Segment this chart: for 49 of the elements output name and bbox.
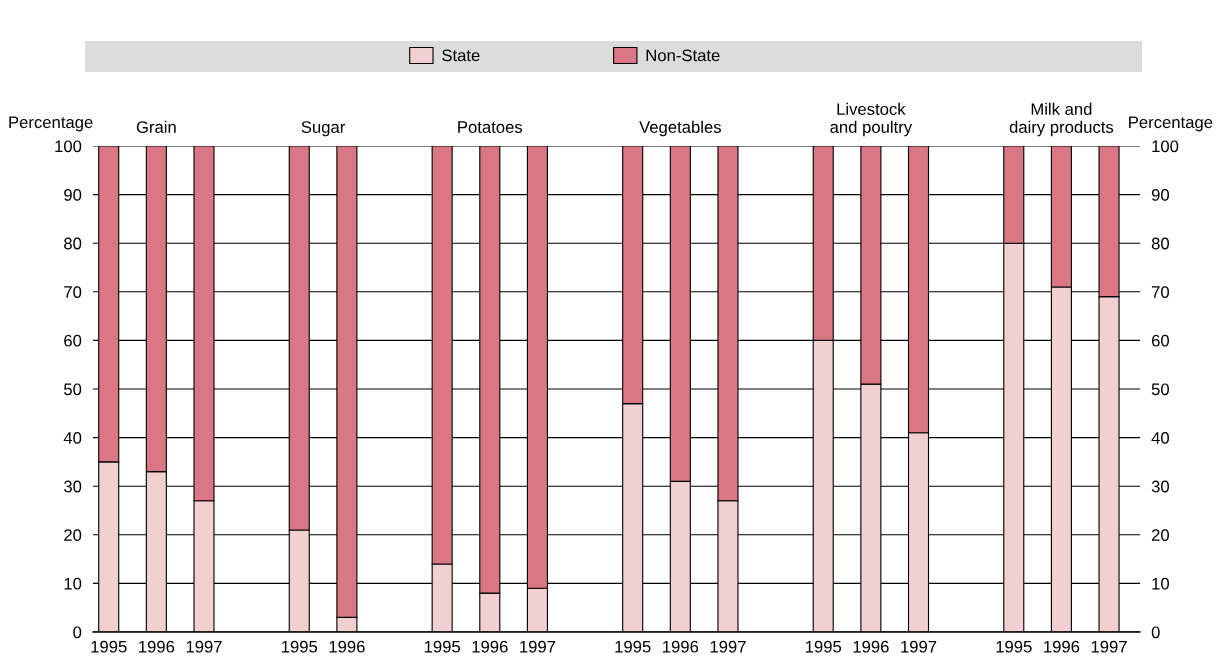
x-tick-label: 1997	[1091, 640, 1127, 653]
text: Livestock and poultry	[830, 102, 913, 137]
x-tick-label: 1995	[615, 640, 651, 653]
y-tick-label: 10	[64, 577, 82, 590]
x-tick-label: 1996	[139, 640, 175, 653]
y2-tick-label: 10	[1152, 577, 1169, 590]
y2-tick-label: 70	[1151, 286, 1169, 298]
y-tick-label: 0	[73, 626, 82, 639]
y-tick-label: 20	[64, 529, 82, 541]
text: Potatoes	[458, 121, 523, 133]
legend-label: State	[442, 49, 480, 62]
y2-tick-label: 30	[1151, 480, 1169, 493]
y-tick-label: 50	[64, 383, 82, 396]
y-tick-label: 30	[63, 480, 82, 493]
x-tick-label: 1997	[186, 640, 222, 653]
x-tick-label: 1996	[329, 640, 365, 653]
y-axis-title: Percentage	[9, 116, 93, 132]
y2-tick-label: 40	[1151, 432, 1169, 444]
text: Milk and dairy products	[1009, 102, 1114, 137]
y2-tick-label: 100	[1152, 140, 1179, 153]
x-tick-label: 1995	[281, 640, 318, 653]
y2-tick-label: 20	[1151, 529, 1169, 541]
x-tick-label: 1995	[996, 640, 1032, 653]
x-tick-label: 1997	[901, 640, 937, 653]
x-tick-label: 1997	[520, 640, 556, 653]
y-tick-label: 80	[64, 237, 82, 250]
x-tick-label: 1996	[663, 640, 699, 653]
y2-tick-label: 80	[1151, 237, 1169, 250]
y2-tick-label: 0	[1151, 626, 1160, 639]
y-tick-label: 60	[64, 334, 82, 347]
text: Vegetables	[639, 120, 721, 137]
y-tick-label: 70	[64, 286, 82, 298]
y2-axis-title: Percentage	[1129, 116, 1213, 132]
y2-tick-label: 50	[1151, 383, 1169, 396]
x-tick-label: 1996	[853, 640, 889, 653]
y-tick-label: 90	[64, 189, 82, 201]
x-tick-label: 1996	[472, 640, 508, 653]
y2-tick-label: 60	[1151, 334, 1169, 347]
y-tick-label: 40	[63, 432, 82, 444]
x-tick-label: 1995	[805, 640, 842, 653]
legend-label: Non-State	[646, 49, 720, 62]
x-tick-label: 1995	[91, 640, 127, 653]
y-tick-label: 100	[55, 140, 82, 153]
y2-tick-label: 90	[1151, 189, 1169, 201]
text: Sugar	[301, 121, 346, 137]
x-tick-label: 1997	[710, 640, 746, 653]
text: Grain	[136, 120, 176, 133]
x-tick-label: 1996	[1044, 640, 1080, 653]
x-tick-label: 1995	[424, 640, 460, 653]
